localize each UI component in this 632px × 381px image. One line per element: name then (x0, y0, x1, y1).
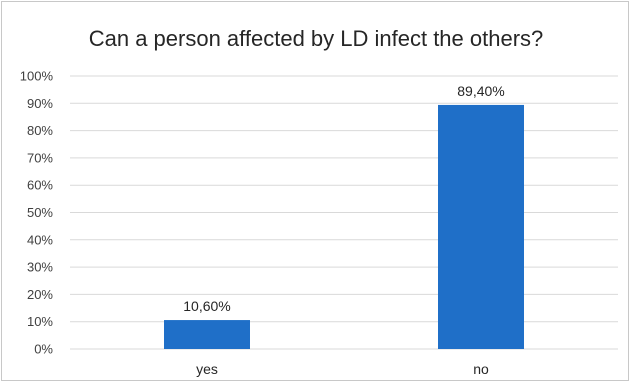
gridlines (70, 75, 618, 350)
bars (164, 104, 524, 349)
y-tick-label: 50% (27, 205, 53, 220)
y-tick-label: 70% (27, 150, 53, 165)
y-tick-label: 90% (27, 96, 53, 111)
y-tick-label: 30% (27, 260, 53, 275)
y-tick-label: 100% (20, 69, 54, 84)
data-label-yes: 10,60% (183, 298, 230, 314)
y-tick-label: 10% (27, 314, 53, 329)
x-axis-categories: yes no (196, 361, 489, 377)
bar-yes (164, 320, 250, 349)
y-tick-label: 80% (27, 123, 53, 138)
y-axis-ticks: 0% 10% 20% 30% 40% 50% 60% 70% 80% 90% 100% (20, 69, 54, 357)
y-tick-label: 60% (27, 178, 53, 193)
y-tick-label: 40% (27, 232, 53, 247)
bar-no (438, 104, 524, 349)
category-label-no: no (473, 361, 489, 377)
y-tick-label: 20% (27, 287, 53, 302)
category-label-yes: yes (196, 361, 218, 377)
y-tick-label: 0% (34, 342, 53, 357)
chart-title: Can a person affected by LD infect the o… (88, 26, 544, 51)
data-labels: 10,60% 89,40% (183, 83, 504, 314)
data-label-no: 89,40% (457, 83, 504, 99)
